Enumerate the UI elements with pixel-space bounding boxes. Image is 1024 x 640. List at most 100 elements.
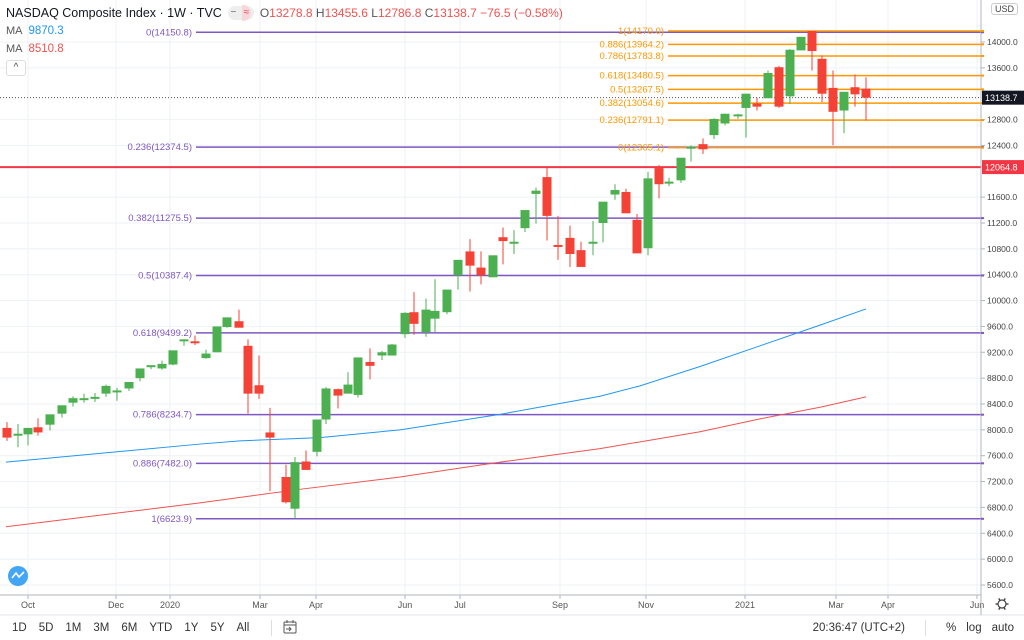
candle[interactable] bbox=[365, 348, 375, 380]
range-button-1d[interactable]: 1D bbox=[12, 622, 27, 634]
candle[interactable] bbox=[265, 407, 275, 492]
range-button-all[interactable]: All bbox=[236, 622, 250, 634]
candle[interactable] bbox=[68, 396, 78, 407]
candle[interactable] bbox=[488, 255, 498, 278]
candle[interactable] bbox=[190, 335, 200, 346]
candle[interactable] bbox=[654, 164, 664, 199]
candle[interactable] bbox=[850, 74, 860, 107]
candle[interactable] bbox=[720, 113, 730, 126]
percent-toggle[interactable]: % bbox=[946, 622, 957, 634]
candle[interactable] bbox=[333, 388, 343, 409]
ma-fast-line[interactable] bbox=[5, 308, 867, 463]
ma-slow-line[interactable] bbox=[5, 396, 867, 528]
collapse-legend-button[interactable]: ^ bbox=[6, 60, 26, 76]
candle[interactable] bbox=[621, 188, 631, 214]
tradingview-logo-icon[interactable] bbox=[8, 566, 28, 586]
candle[interactable] bbox=[57, 405, 67, 418]
candle[interactable] bbox=[610, 184, 620, 200]
candle[interactable] bbox=[542, 166, 552, 241]
range-button-1y[interactable]: 1Y bbox=[184, 622, 199, 634]
settings-gear-icon[interactable] bbox=[995, 598, 1009, 610]
candle[interactable] bbox=[79, 393, 89, 403]
candle[interactable] bbox=[807, 31, 817, 71]
candle[interactable] bbox=[576, 241, 586, 267]
candle[interactable] bbox=[212, 326, 222, 353]
candle[interactable] bbox=[531, 187, 541, 224]
candle[interactable] bbox=[465, 239, 475, 292]
candle[interactable] bbox=[676, 157, 686, 183]
candle[interactable] bbox=[2, 422, 12, 441]
ma-slow-row[interactable]: MA 8510.8 bbox=[6, 43, 64, 55]
candle[interactable] bbox=[90, 392, 100, 403]
candle[interactable] bbox=[201, 349, 211, 359]
range-button-3m[interactable]: 3M bbox=[93, 622, 110, 634]
candle[interactable] bbox=[796, 36, 806, 51]
candle[interactable] bbox=[243, 339, 253, 414]
candle[interactable] bbox=[774, 65, 784, 108]
candle[interactable] bbox=[312, 419, 322, 457]
candle[interactable] bbox=[301, 450, 311, 470]
candle[interactable] bbox=[377, 350, 387, 361]
candle[interactable] bbox=[222, 317, 232, 328]
candle[interactable] bbox=[387, 343, 397, 356]
candle[interactable] bbox=[430, 279, 440, 333]
candle[interactable] bbox=[353, 357, 363, 398]
candle[interactable] bbox=[520, 210, 530, 233]
candle[interactable] bbox=[828, 70, 838, 146]
currency-badge[interactable]: USD bbox=[991, 3, 1019, 15]
candle[interactable] bbox=[453, 259, 463, 290]
candle[interactable] bbox=[321, 387, 331, 425]
candle[interactable] bbox=[13, 424, 23, 448]
candle[interactable] bbox=[817, 55, 827, 103]
candle[interactable] bbox=[741, 93, 751, 138]
candle[interactable] bbox=[421, 298, 431, 337]
range-button-1m[interactable]: 1M bbox=[65, 622, 82, 634]
candle[interactable] bbox=[168, 350, 178, 366]
candle[interactable] bbox=[234, 309, 244, 328]
auto-toggle[interactable]: auto bbox=[991, 622, 1014, 634]
candle[interactable] bbox=[112, 387, 122, 401]
candle[interactable] bbox=[290, 456, 300, 519]
clock-time[interactable]: 20:36:47 (UTC+2) bbox=[812, 622, 906, 634]
candle[interactable] bbox=[752, 97, 762, 111]
candle[interactable] bbox=[498, 227, 508, 265]
visibility-toggle[interactable]: − ≈ bbox=[227, 5, 254, 21]
candle[interactable] bbox=[598, 201, 608, 243]
candle[interactable] bbox=[785, 49, 795, 105]
candle[interactable] bbox=[733, 113, 743, 119]
candle[interactable] bbox=[709, 118, 719, 139]
log-toggle[interactable]: log bbox=[966, 622, 982, 634]
candle[interactable] bbox=[476, 251, 486, 285]
ma-fast-row[interactable]: MA 9870.3 bbox=[6, 25, 64, 37]
range-button-6m[interactable]: 6M bbox=[121, 622, 138, 634]
candle[interactable] bbox=[553, 215, 563, 260]
candle[interactable] bbox=[861, 77, 871, 121]
candle[interactable] bbox=[509, 230, 519, 255]
candle[interactable] bbox=[146, 365, 156, 370]
candle[interactable] bbox=[281, 464, 291, 504]
candle[interactable] bbox=[101, 384, 111, 397]
candle[interactable] bbox=[254, 355, 264, 399]
candle[interactable] bbox=[686, 145, 696, 162]
range-button-5d[interactable]: 5D bbox=[38, 622, 54, 634]
candle[interactable] bbox=[565, 225, 575, 267]
symbol-title[interactable]: NASDAQ Composite Index · 1W · TVC bbox=[6, 6, 222, 20]
goto-date-icon[interactable] bbox=[282, 619, 298, 637]
range-button-ytd[interactable]: YTD bbox=[149, 622, 173, 634]
candle[interactable] bbox=[442, 289, 452, 315]
candle[interactable] bbox=[135, 368, 145, 382]
candle[interactable] bbox=[664, 177, 674, 187]
candle[interactable] bbox=[179, 339, 189, 346]
candle[interactable] bbox=[400, 312, 410, 339]
candle[interactable] bbox=[763, 70, 773, 99]
range-button-5y[interactable]: 5Y bbox=[210, 622, 225, 634]
candle[interactable] bbox=[23, 427, 33, 446]
candle[interactable] bbox=[157, 360, 167, 370]
candle[interactable] bbox=[698, 138, 708, 154]
candle[interactable] bbox=[124, 382, 134, 392]
candle[interactable] bbox=[643, 171, 653, 256]
candle[interactable] bbox=[343, 372, 353, 394]
candle[interactable] bbox=[588, 221, 598, 256]
candle[interactable] bbox=[45, 414, 55, 431]
